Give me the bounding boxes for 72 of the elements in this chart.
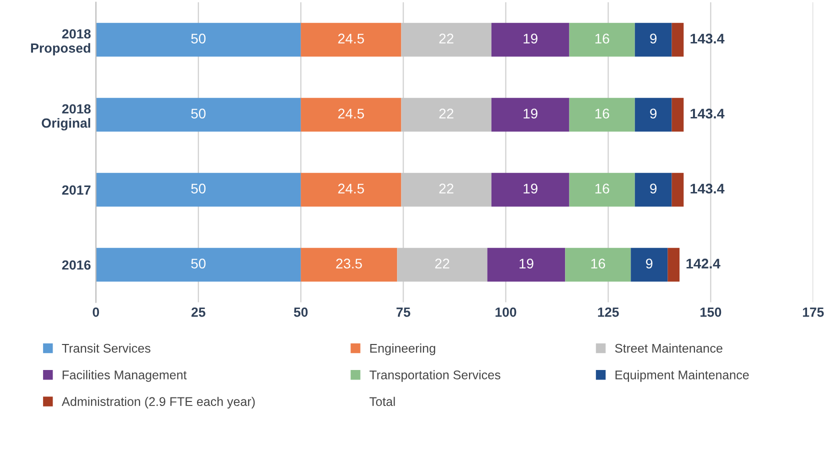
x-tick-label: 150 (700, 307, 722, 317)
x-tick-label: 50 (294, 307, 308, 317)
x-tick-label: 25 (191, 307, 206, 317)
data-label: 9 (650, 184, 657, 194)
y-tick-label: 2018 Proposed (31, 29, 91, 56)
data-label: 22 (439, 34, 454, 44)
bar (634, 98, 672, 132)
y-tick-label: 2016 (62, 260, 91, 270)
bar (569, 98, 635, 132)
legend-label: Administration (2.9 FTE each year) (62, 396, 255, 408)
bar (491, 98, 570, 132)
data-label: 22 (439, 108, 454, 118)
bar (672, 172, 684, 207)
legend-label: Equipment Maintenance (616, 370, 749, 382)
bar (668, 248, 680, 282)
y-tick-label: 2018 Original (42, 104, 91, 130)
legend-label: Facilities Management (62, 370, 187, 382)
bar (96, 22, 301, 57)
data-label: 50 (191, 258, 206, 269)
bar (300, 248, 398, 282)
data-label: 16 (591, 258, 606, 269)
bar (672, 22, 684, 57)
legend-label: Transit Services (62, 344, 150, 353)
data-label: 19 (524, 184, 538, 194)
data-label: 9 (650, 108, 657, 119)
bar (634, 22, 672, 57)
data-label: 9 (646, 258, 652, 269)
bar (672, 98, 684, 132)
data-label: 24.5 (338, 34, 364, 44)
data-label: 22 (439, 184, 454, 194)
bar (491, 172, 570, 207)
data-label: 19 (520, 258, 534, 269)
bar (300, 22, 402, 57)
legend-label: Engineering (370, 344, 436, 356)
y-tick-label: 2017 (62, 185, 90, 195)
data-label: 16 (595, 34, 610, 44)
x-tick-label: 100 (496, 307, 516, 317)
data-label: 9 (650, 34, 657, 44)
total-label: 143.4 (690, 34, 724, 44)
data-label: 23.5 (336, 258, 362, 269)
bar (487, 248, 566, 282)
data-label: 22 (435, 258, 450, 268)
legend-label: Street Maintenance (615, 344, 722, 353)
total-label: 143.4 (690, 184, 724, 194)
bar (300, 98, 402, 132)
bar (300, 172, 402, 207)
bar (634, 172, 672, 207)
x-tick-label: 75 (396, 308, 410, 317)
data-label: 19 (524, 34, 538, 44)
bar (96, 98, 301, 132)
bar (96, 248, 301, 282)
bar (569, 172, 635, 207)
bar (96, 172, 301, 207)
data-label: 16 (595, 184, 610, 194)
total-label: 142.4 (686, 258, 720, 268)
data-label: 19 (524, 108, 538, 119)
data-label: 24.5 (338, 108, 364, 119)
x-tick-label: 0 (92, 307, 100, 317)
data-label: 50 (191, 34, 206, 44)
bar (565, 248, 631, 282)
data-label: 24.5 (338, 184, 364, 194)
bar (630, 248, 668, 282)
text: Total (370, 396, 395, 406)
data-label: 50 (191, 184, 206, 194)
x-tick-label: 175 (802, 308, 824, 317)
data-label: 16 (595, 108, 610, 119)
data-label: 50 (191, 108, 206, 119)
bar (569, 22, 635, 57)
bar (491, 22, 570, 57)
x-tick-label: 125 (598, 307, 619, 317)
total-label: 143.4 (690, 108, 724, 119)
legend-label: Transportation Services (370, 370, 500, 382)
